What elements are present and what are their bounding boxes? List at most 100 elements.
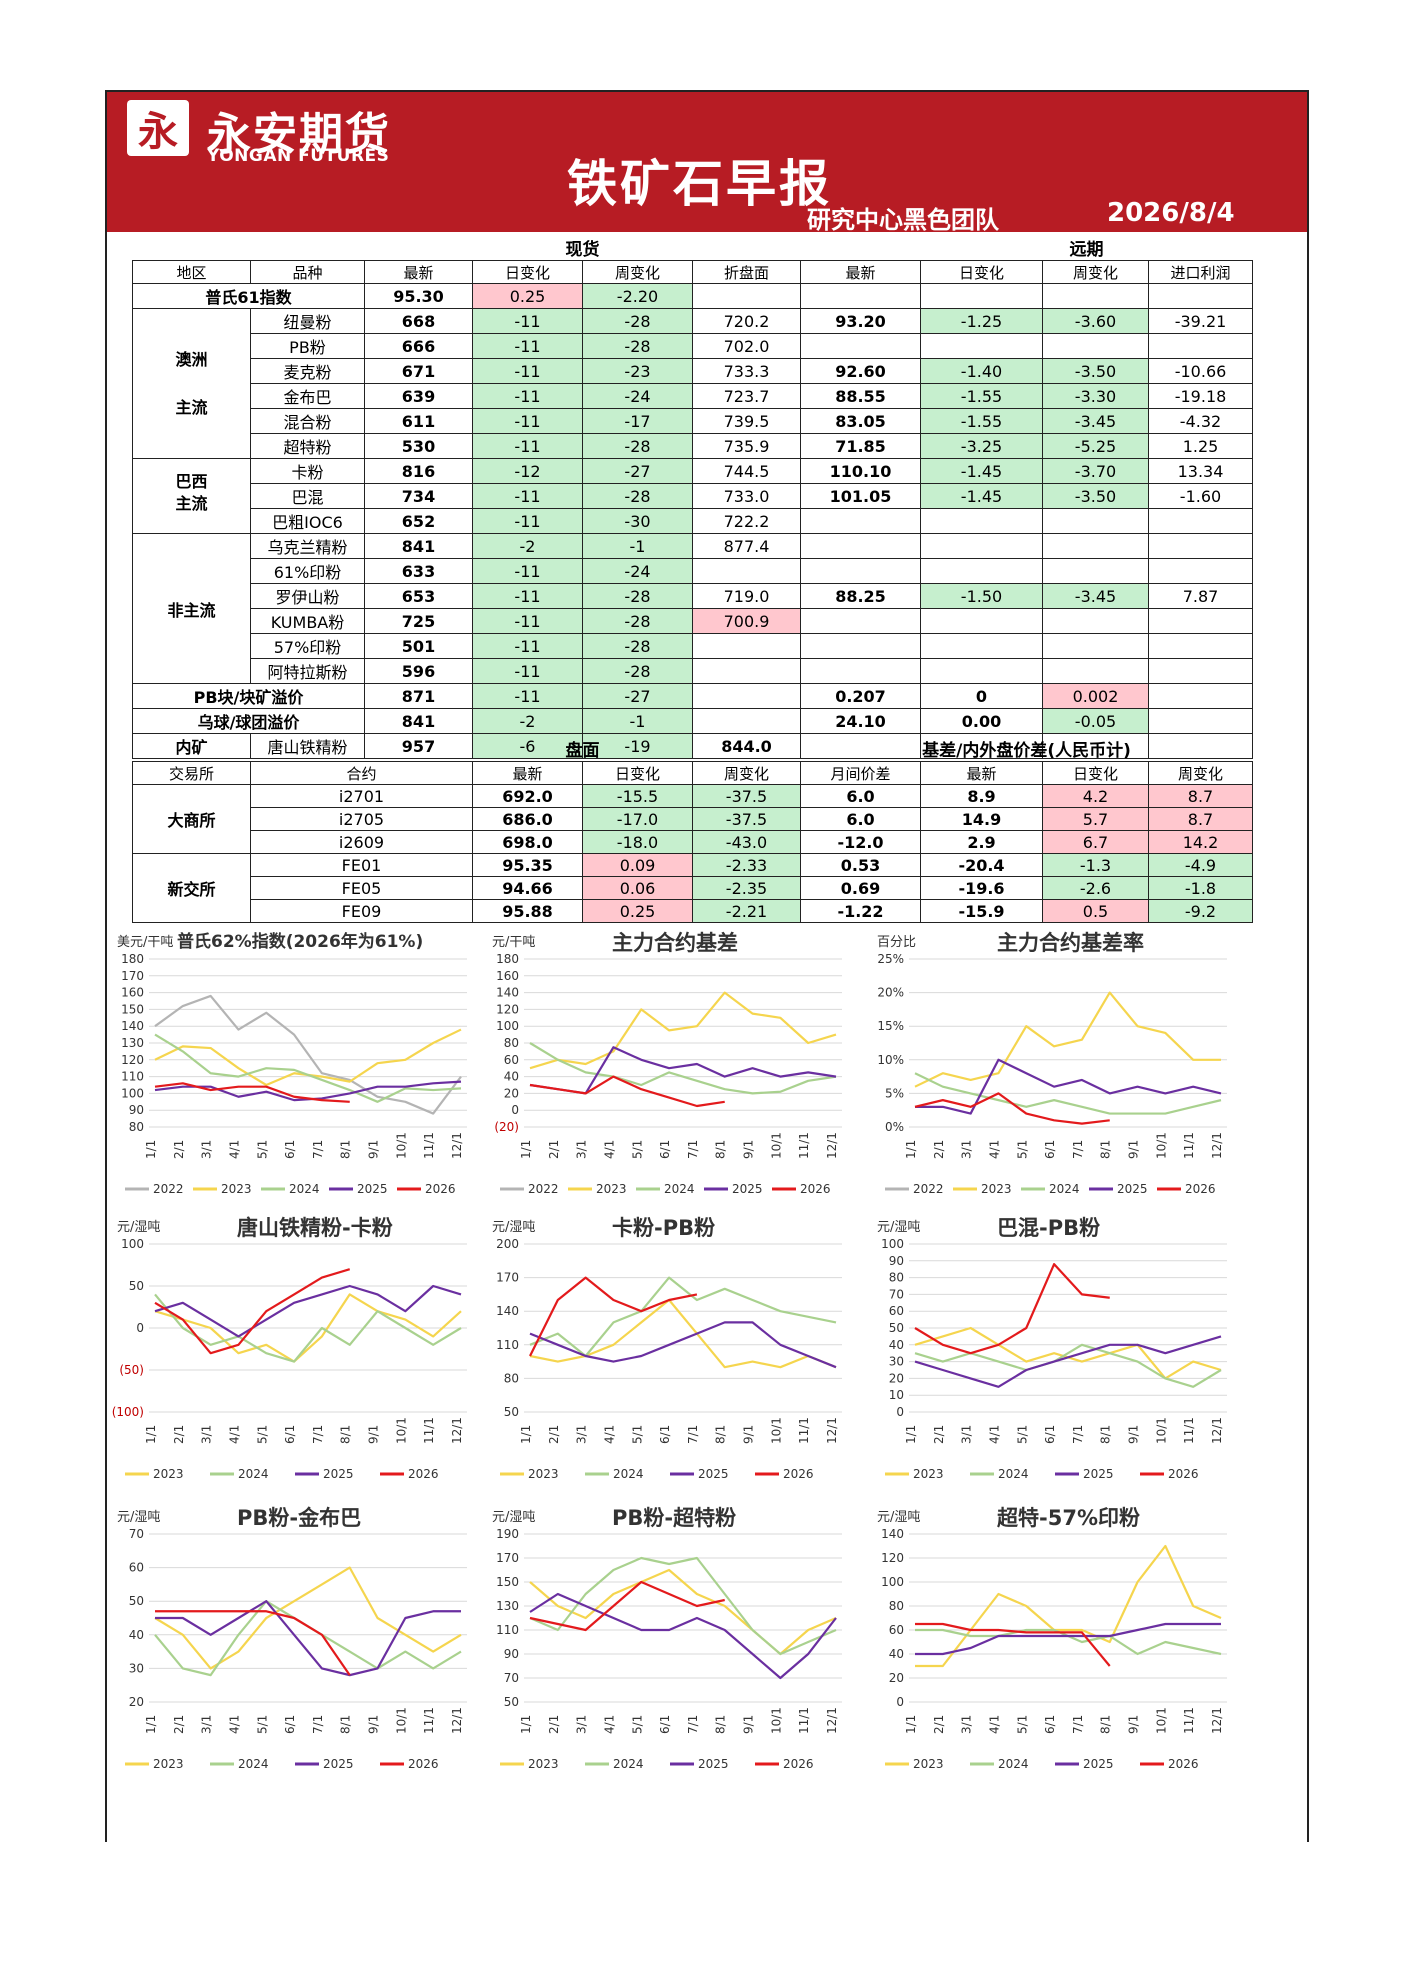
legend-label: 2024 — [613, 1467, 644, 1481]
latest-price: 671 — [364, 358, 473, 384]
x-tick-label: 8/1 — [339, 1715, 353, 1734]
y-tick-label: 0 — [896, 1695, 904, 1709]
header-row: 交易所 合约 最新 日变化 周变化 月间价差 最新 日变化 周变化 — [132, 761, 1253, 785]
column-header: 周变化 — [692, 761, 801, 785]
x-tick-label: 2/1 — [172, 1425, 186, 1444]
legend-label: 2023 — [221, 1182, 252, 1196]
basis-week-change: 8.7 — [1148, 784, 1253, 808]
x-tick-label: 9/1 — [1127, 1425, 1141, 1444]
x-tick-label: 8/1 — [339, 1425, 353, 1444]
x-tick-label: 12/1 — [450, 1417, 464, 1444]
y-tick-label: 70 — [889, 1287, 904, 1301]
forward-latest — [800, 658, 921, 684]
latest-price: 530 — [364, 433, 473, 459]
legend-label: 2024 — [664, 1182, 695, 1196]
forward-week-change: 0.002 — [1042, 683, 1149, 709]
forward-week-change: -3.30 — [1042, 383, 1149, 409]
x-tick-label: 4/1 — [602, 1140, 616, 1159]
legend-label: 2023 — [153, 1757, 184, 1771]
product-name: 罗伊山粉 — [250, 583, 365, 609]
section-header-row: 盘面 基差/内外盘价差(人民币计) — [132, 736, 1253, 762]
x-tick-label: 4/1 — [227, 1425, 241, 1444]
index-week-change: -2.20 — [582, 283, 693, 309]
week-change: -28 — [582, 483, 693, 509]
chart-title: PB粉-金布巴 — [237, 1506, 362, 1530]
legend-label: 2022 — [528, 1182, 559, 1196]
forward-latest: 0.207 — [800, 683, 921, 709]
forward-day-change: -1.55 — [920, 383, 1043, 409]
latest-price: 686.0 — [472, 807, 583, 831]
y-tick-label: 100 — [496, 1019, 519, 1033]
import-profit — [1147, 508, 1254, 534]
y-tick-label: 80 — [129, 1120, 144, 1134]
discounted-price — [692, 658, 801, 684]
y-tick-label: (20) — [494, 1120, 519, 1134]
legend-label: 2026 — [783, 1757, 814, 1771]
futures-table: 盘面 基差/内外盘价差(人民币计) 交易所 合约 最新 日变化 周变化 月间价差 最新 日变化 周变… — [132, 736, 1253, 923]
basis-day-change: 4.2 — [1042, 784, 1149, 808]
spot-row: 非主流 乌克兰精粉 841 -2 -1 877.4 — [132, 533, 1254, 684]
x-tick-label: 1/1 — [904, 1425, 918, 1444]
forward-week-change — [1042, 508, 1149, 534]
forward-day-change: -1.45 — [920, 458, 1043, 484]
x-tick-label: 7/1 — [1071, 1715, 1085, 1734]
x-tick-label: 11/1 — [422, 1707, 436, 1734]
series-line-2023 — [529, 1568, 837, 1656]
x-tick-label: 5/1 — [255, 1715, 269, 1734]
y-tick-label: (50) — [119, 1363, 144, 1377]
y-tick-label: 0 — [511, 1103, 519, 1117]
x-tick-label: 6/1 — [283, 1425, 297, 1444]
blank-cell — [692, 708, 801, 734]
product-name: 巴粗IOC6 — [250, 508, 365, 534]
discounted-price: 700.9 — [692, 608, 801, 634]
chart-title: 普氏62%指数(2026年为61%) — [177, 932, 424, 952]
team-name: 研究中心黑色团队 — [807, 206, 999, 234]
section-title-spot: 现货 — [364, 235, 801, 261]
x-tick-label: 6/1 — [1043, 1140, 1057, 1159]
series-line-2024 — [154, 1033, 462, 1103]
week-change: -24 — [582, 383, 693, 409]
forward-week-change: -3.70 — [1042, 458, 1149, 484]
forward-day-change: 0 — [920, 683, 1043, 709]
x-tick-label: 10/1 — [1154, 1707, 1168, 1734]
product-name: 金布巴 — [250, 383, 365, 409]
basis-week-change: -1.8 — [1148, 876, 1253, 900]
forward-latest — [800, 533, 921, 559]
region-label: 主流 — [175, 397, 208, 417]
chart-title: 卡粉-PB粉 — [612, 1216, 716, 1240]
section-title-far: 远期 — [920, 235, 1253, 261]
chart-svg: 200 170 140 110 80 501/1 2/1 3/1 4/1 5/1 6/1 7/1 8/1… — [496, 1237, 842, 1481]
contract-name: i2705 — [250, 807, 473, 831]
x-tick-label: 12/1 — [825, 1707, 839, 1734]
forward-week-change: -3.45 — [1042, 583, 1149, 609]
forward-day-change: -1.40 — [920, 358, 1043, 384]
exchange-sgx: 新交所 — [132, 853, 251, 923]
y-tick-label: 190 — [496, 1527, 519, 1541]
product-name: KUMBA粉 — [250, 608, 365, 634]
latest-price: 95.88 — [472, 899, 583, 923]
spot-row: 61%印粉 633 -11 -24 — [133, 558, 1254, 584]
chart-3: 百分比 主力合约基差率 25% 20% 15% 10% 5% 0% 1/1 2/1 3/1 4/1 5/… — [867, 927, 1242, 1207]
series-line-2026 — [154, 1082, 350, 1103]
y-tick-label: 20 — [889, 1671, 904, 1685]
legend-label: 2022 — [153, 1182, 184, 1196]
latest-price: 841 — [364, 708, 473, 734]
blank-cell — [1042, 283, 1149, 309]
contract-name: i2609 — [250, 830, 473, 854]
chart-unit: 元/湿吨 — [117, 1510, 161, 1525]
forward-day-change: -1.50 — [920, 583, 1043, 609]
latest-price: 668 — [364, 308, 473, 334]
premium-label: 乌球/球团溢价 — [132, 708, 365, 734]
product-name: 61%印粉 — [250, 558, 365, 584]
series-line-2023 — [914, 991, 1221, 1088]
forward-week-change — [1042, 333, 1149, 359]
futures-row: FE09 95.88 0.25 -2.21 -1.22 -15.9 0.5 -9.2 — [133, 899, 1253, 923]
x-tick-label: 1/1 — [904, 1715, 918, 1734]
section-title-disc: 盘面 — [364, 736, 801, 762]
x-tick-label: 6/1 — [283, 1140, 297, 1159]
calendar-spread: 0.53 — [800, 853, 921, 877]
basis-latest: 2.9 — [920, 830, 1043, 854]
import-profit: -4.32 — [1147, 408, 1254, 434]
day-change: -11 — [472, 483, 583, 509]
y-tick-label: 30 — [889, 1355, 904, 1369]
